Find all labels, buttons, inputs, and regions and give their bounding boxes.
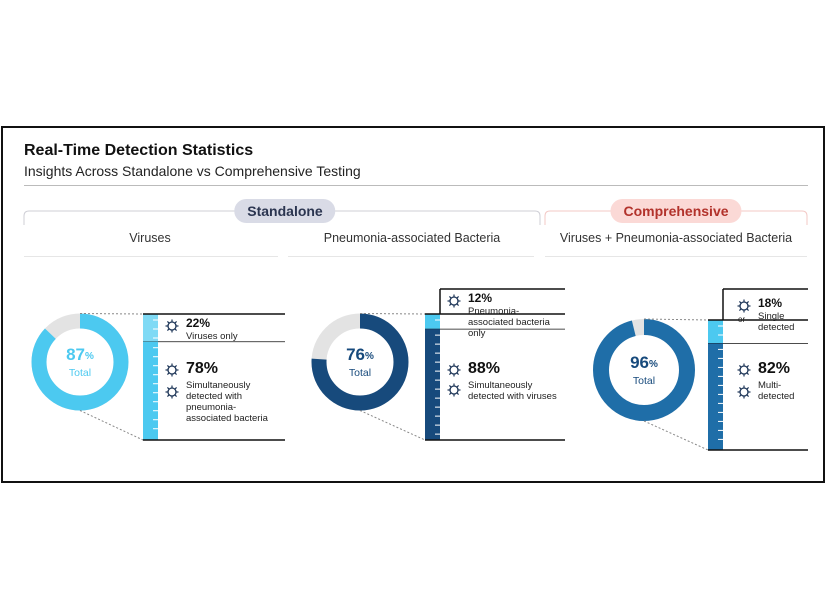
icon bbox=[739, 301, 749, 311]
connector bbox=[79, 313, 144, 315]
icon bbox=[167, 365, 177, 375]
breakdown-text: Viruses only bbox=[186, 331, 238, 342]
icon bbox=[738, 394, 742, 398]
icon bbox=[746, 308, 750, 312]
breakdown-value: 78% bbox=[186, 360, 219, 377]
icon bbox=[166, 364, 170, 368]
total-number: 96 bbox=[630, 353, 649, 372]
icon bbox=[738, 308, 742, 312]
icon bbox=[166, 328, 170, 332]
connector bbox=[79, 410, 144, 441]
breakdown-text: Pneumonia-associated bacteria only bbox=[468, 306, 550, 339]
group-label: Standalone bbox=[234, 199, 336, 223]
strip-segment bbox=[143, 314, 158, 342]
icon bbox=[456, 392, 460, 396]
total-label: Total bbox=[349, 367, 371, 379]
breakdown-text: Single detected bbox=[758, 311, 795, 333]
icon bbox=[738, 300, 742, 304]
icon bbox=[456, 295, 460, 299]
icon bbox=[448, 295, 452, 299]
connector bbox=[359, 410, 426, 441]
icon bbox=[456, 372, 460, 376]
icon bbox=[166, 372, 170, 376]
breakdown-value: 22% bbox=[186, 316, 211, 330]
icon bbox=[167, 387, 177, 397]
breakdown-value: 82% bbox=[758, 360, 791, 377]
breakdown-text: Multi-detected bbox=[758, 380, 795, 402]
icon bbox=[738, 364, 742, 368]
icon bbox=[449, 296, 459, 306]
total-value: 96% bbox=[630, 353, 658, 372]
donut-arc bbox=[593, 319, 695, 421]
or-label: or bbox=[738, 315, 746, 324]
icon bbox=[448, 303, 452, 307]
subtitle: Insights Across Standalone vs Comprehens… bbox=[24, 163, 361, 179]
icon bbox=[166, 394, 170, 398]
total-label: Total bbox=[633, 375, 655, 387]
icon bbox=[746, 300, 750, 304]
icon bbox=[448, 392, 452, 396]
breakdown-value: 88% bbox=[468, 360, 501, 377]
total-label: Total bbox=[69, 367, 91, 379]
icon bbox=[174, 394, 178, 398]
connector bbox=[643, 420, 709, 451]
icon bbox=[174, 372, 178, 376]
icon bbox=[738, 386, 742, 390]
breakdown-value: 12% bbox=[468, 291, 493, 305]
total-number: 76 bbox=[346, 345, 365, 364]
heading-rule bbox=[24, 256, 278, 257]
heading-rule bbox=[288, 256, 534, 257]
total-value: 76% bbox=[346, 345, 374, 364]
strip-segment bbox=[143, 341, 158, 440]
connector bbox=[643, 318, 709, 321]
icon bbox=[456, 303, 460, 307]
icon bbox=[739, 387, 749, 397]
icon bbox=[449, 365, 459, 375]
total-unit: % bbox=[365, 351, 374, 362]
total-unit: % bbox=[85, 351, 94, 362]
breakdown-text: Simultaneously detected with viruses bbox=[468, 380, 557, 402]
group-label: Comprehensive bbox=[610, 199, 742, 223]
strip-segment bbox=[425, 329, 440, 440]
icon bbox=[174, 386, 178, 390]
donut-arc bbox=[311, 313, 409, 411]
icon bbox=[746, 394, 750, 398]
icon bbox=[746, 386, 750, 390]
total-unit: % bbox=[649, 359, 658, 370]
icon bbox=[167, 321, 177, 331]
icon bbox=[746, 372, 750, 376]
icon bbox=[166, 386, 170, 390]
icon bbox=[448, 364, 452, 368]
icon bbox=[449, 385, 459, 395]
breakdown-text: Simultaneously detected with pneumonia-a… bbox=[186, 380, 268, 424]
icon bbox=[174, 328, 178, 332]
divider bbox=[24, 185, 808, 186]
panel-heading: Viruses bbox=[129, 231, 171, 245]
icon bbox=[739, 365, 749, 375]
icon bbox=[746, 364, 750, 368]
icon bbox=[166, 320, 170, 324]
icon bbox=[738, 372, 742, 376]
panel-heading: Viruses + Pneumonia-associated Bacteria bbox=[559, 231, 793, 245]
title: Real-Time Detection Statistics bbox=[24, 142, 254, 159]
breakdown-value: 18% bbox=[758, 296, 783, 310]
donut-arc bbox=[31, 313, 129, 411]
panel-heading: Pneumonia-associated Bacteria bbox=[323, 231, 501, 245]
strip-segment bbox=[708, 343, 723, 450]
strip-segment bbox=[425, 314, 440, 330]
total-number: 87 bbox=[66, 345, 85, 364]
icon bbox=[456, 384, 460, 388]
heading-rule bbox=[545, 256, 807, 257]
strip-segment bbox=[708, 320, 723, 344]
icon bbox=[448, 372, 452, 376]
connector bbox=[359, 313, 426, 315]
icon bbox=[174, 364, 178, 368]
frame bbox=[1, 126, 825, 483]
icon bbox=[456, 364, 460, 368]
icon bbox=[448, 384, 452, 388]
icon bbox=[174, 320, 178, 324]
total-value: 87% bbox=[66, 345, 94, 364]
